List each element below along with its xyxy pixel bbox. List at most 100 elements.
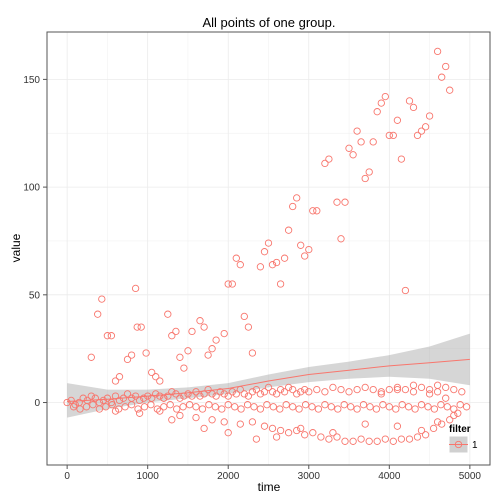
data-point (345, 388, 353, 396)
data-point (240, 390, 248, 398)
data-point (200, 424, 208, 433)
data-point (272, 433, 281, 441)
data-point (405, 97, 414, 105)
data-point (424, 403, 432, 411)
data-point (317, 433, 325, 441)
data-point (417, 426, 426, 435)
data-point (198, 405, 207, 413)
data-point (168, 332, 176, 340)
data-point (393, 383, 402, 392)
data-point (446, 416, 454, 424)
data-point (205, 401, 213, 409)
data-point (297, 388, 305, 396)
data-point (272, 390, 281, 398)
data-point (127, 401, 136, 409)
data-point (256, 263, 265, 271)
data-point (365, 437, 373, 445)
data-point (462, 403, 471, 411)
data-point (232, 254, 240, 262)
data-point (243, 401, 252, 409)
data-point (280, 254, 289, 262)
data-point (404, 403, 413, 411)
chart-title: All points of one group. (203, 15, 336, 30)
data-point (353, 405, 361, 413)
data-point (333, 433, 341, 441)
data-point (103, 394, 112, 402)
data-point (353, 385, 361, 394)
data-point (409, 388, 418, 396)
data-point (357, 138, 365, 146)
data-point (156, 392, 164, 400)
data-point (385, 403, 393, 411)
data-point (301, 385, 309, 394)
data-point (224, 280, 232, 288)
data-point (140, 394, 148, 402)
data-point (284, 383, 293, 392)
data-point (156, 407, 164, 415)
data-point (153, 405, 161, 413)
data-point (63, 398, 71, 407)
data-point (321, 159, 329, 168)
data-point (164, 392, 172, 400)
data-point (67, 396, 75, 405)
data-point (334, 405, 342, 413)
data-point (276, 426, 285, 435)
data-point (156, 377, 164, 385)
data-point (308, 403, 316, 411)
data-point (425, 385, 434, 394)
data-point (244, 323, 253, 331)
data-point (276, 280, 285, 288)
data-point (69, 403, 78, 411)
data-point (305, 245, 313, 254)
data-point (172, 327, 180, 336)
data-point (269, 403, 277, 411)
data-point (377, 99, 385, 107)
data-point (301, 431, 309, 439)
data-point (379, 401, 387, 409)
data-point (87, 353, 95, 361)
data-point (224, 429, 232, 437)
y-tick-label: 150 (23, 75, 40, 86)
data-point (98, 295, 106, 303)
legend-key-point (454, 440, 463, 449)
data-point (293, 194, 301, 202)
data-point (115, 396, 124, 405)
data-point (393, 385, 402, 394)
data-point (425, 112, 434, 120)
data-point (393, 422, 402, 430)
data-point (373, 437, 381, 445)
data-point (309, 207, 317, 215)
data-point (321, 388, 329, 396)
data-point (321, 401, 329, 409)
data-point (131, 284, 140, 293)
data-point (208, 416, 216, 424)
data-point (366, 403, 374, 411)
data-point (140, 403, 149, 411)
data-point (220, 390, 228, 398)
data-point (99, 396, 108, 405)
data-point (256, 390, 265, 398)
data-point (212, 392, 220, 400)
data-point (111, 377, 120, 385)
data-point (314, 405, 323, 413)
data-point (325, 155, 333, 163)
data-point (188, 392, 196, 400)
x-tick-label: 2000 (217, 471, 240, 482)
data-point (293, 426, 301, 435)
confidence-band (67, 333, 470, 418)
data-point (398, 401, 406, 409)
data-point (268, 424, 277, 433)
data-point (437, 401, 445, 409)
plot-panel-border (46, 31, 491, 466)
data-point (340, 401, 348, 409)
data-point (218, 405, 226, 413)
data-point (127, 351, 136, 359)
data-point (373, 108, 381, 116)
data-point (82, 403, 91, 411)
y-axis-title: value (9, 233, 23, 262)
data-point (152, 373, 160, 381)
data-point (393, 116, 402, 124)
data-point (260, 422, 269, 430)
data-point (192, 403, 200, 411)
data-point (425, 390, 434, 398)
